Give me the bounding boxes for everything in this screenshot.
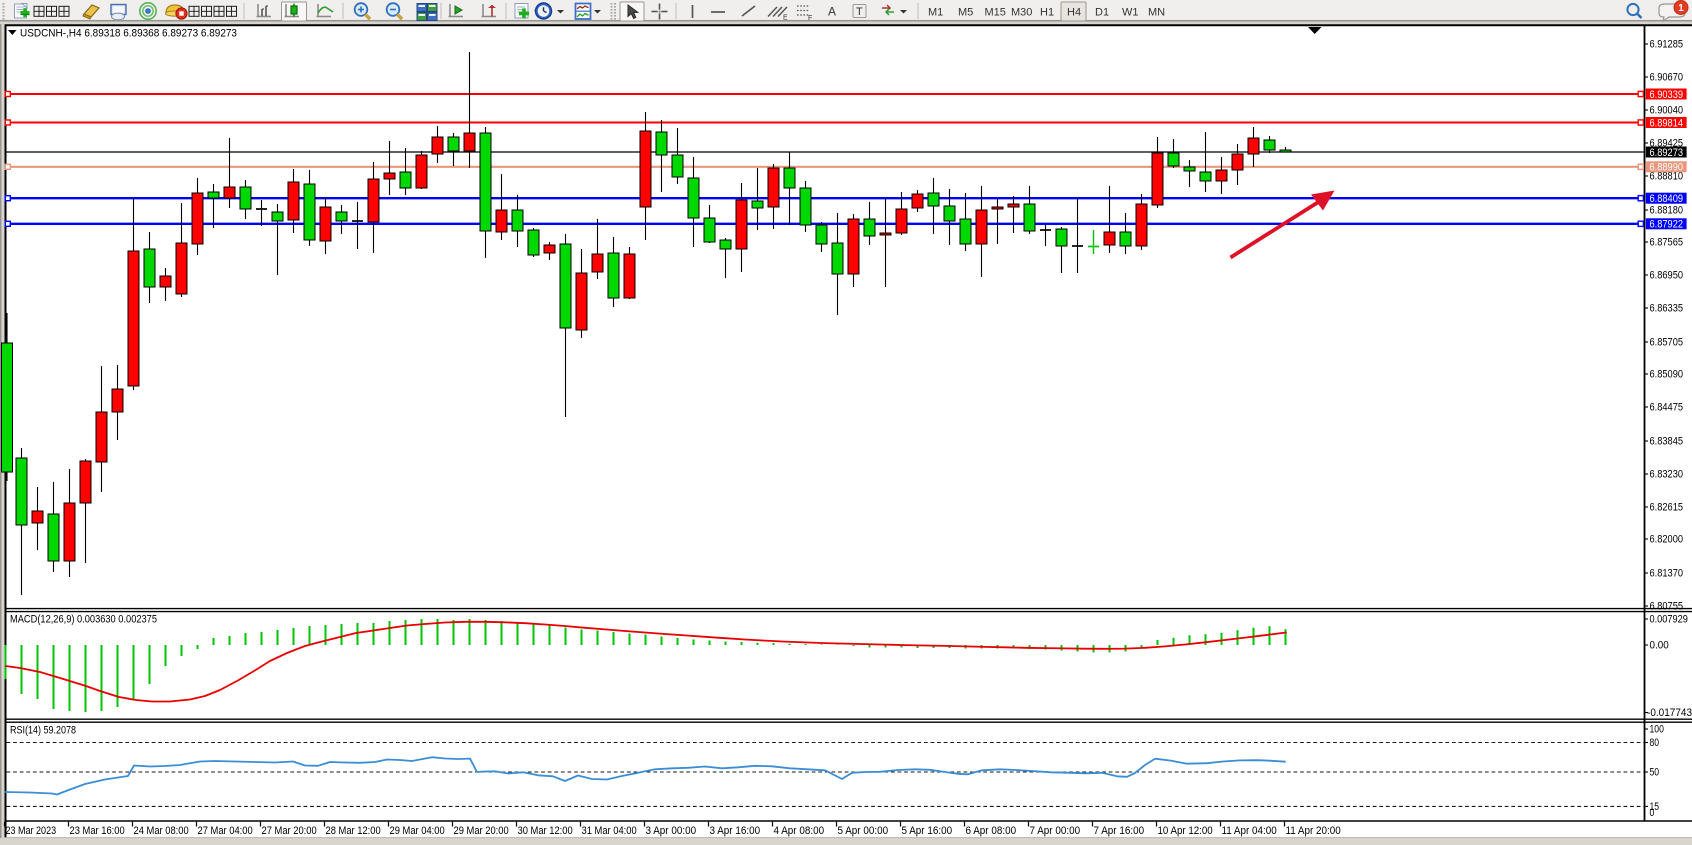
svg-text:30 Mar 12:00: 30 Mar 12:00	[518, 825, 573, 837]
svg-text:5 Apr 16:00: 5 Apr 16:00	[902, 825, 953, 837]
svg-text:6.86950: 6.86950	[1650, 270, 1684, 282]
svg-text:6.89814: 6.89814	[1650, 117, 1684, 129]
svg-text:6.81370: 6.81370	[1650, 568, 1684, 580]
svg-text:29 Mar 20:00: 29 Mar 20:00	[454, 825, 509, 837]
svg-text:5 Apr 00:00: 5 Apr 00:00	[838, 825, 889, 837]
svg-text:6.85090: 6.85090	[1650, 369, 1684, 381]
svg-text:6 Apr 08:00: 6 Apr 08:00	[966, 825, 1017, 837]
svg-text:MACD(12,26,9) 0.003630 0.00237: MACD(12,26,9) 0.003630 0.002375	[10, 614, 157, 626]
svg-text:80: 80	[1650, 737, 1660, 749]
svg-text:6.82000: 6.82000	[1650, 534, 1684, 546]
svg-text:MN: MN	[1148, 7, 1165, 19]
svg-text:D1: D1	[1095, 7, 1109, 19]
svg-text:6.88990: 6.88990	[1650, 162, 1684, 174]
svg-text:6.88409: 6.88409	[1650, 193, 1684, 205]
svg-text:6.87565: 6.87565	[1650, 237, 1684, 249]
svg-text:6.91285: 6.91285	[1650, 39, 1684, 51]
svg-text:31 Mar 04:00: 31 Mar 04:00	[582, 825, 637, 837]
svg-text:6.82615: 6.82615	[1650, 502, 1684, 514]
svg-text:-0.017743: -0.017743	[1647, 707, 1692, 719]
svg-text:E: E	[783, 15, 788, 22]
svg-text:3 Apr 00:00: 3 Apr 00:00	[646, 825, 697, 837]
svg-text:11 Apr 04:00: 11 Apr 04:00	[1222, 825, 1277, 837]
svg-text:3 Apr 16:00: 3 Apr 16:00	[710, 825, 761, 837]
svg-text:M1: M1	[928, 7, 943, 19]
svg-text:W1: W1	[1122, 7, 1139, 19]
svg-text:4 Apr 08:00: 4 Apr 08:00	[774, 825, 825, 837]
svg-text:H1: H1	[1040, 7, 1054, 19]
svg-text:6.88810: 6.88810	[1650, 171, 1684, 183]
svg-text:T: T	[856, 6, 863, 18]
svg-text:28 Mar 12:00: 28 Mar 12:00	[326, 825, 381, 837]
svg-text:6.86335: 6.86335	[1650, 303, 1684, 315]
svg-text:24 Mar 08:00: 24 Mar 08:00	[134, 825, 189, 837]
svg-text:6.90040: 6.90040	[1650, 105, 1684, 117]
svg-text:6.83230: 6.83230	[1650, 469, 1684, 481]
svg-text:23 Mar 16:00: 23 Mar 16:00	[70, 825, 125, 837]
svg-text:100: 100	[1650, 724, 1664, 736]
svg-text:0.00: 0.00	[1650, 640, 1669, 652]
svg-text:0.007929: 0.007929	[1650, 614, 1688, 626]
svg-text:11 Apr 20:00: 11 Apr 20:00	[1286, 825, 1341, 837]
svg-text:M5: M5	[958, 7, 973, 19]
svg-text:7 Apr 16:00: 7 Apr 16:00	[1094, 825, 1145, 837]
svg-text:50: 50	[1650, 767, 1660, 779]
svg-text:6.85705: 6.85705	[1650, 337, 1684, 349]
svg-text:6.90670: 6.90670	[1650, 72, 1684, 84]
svg-text:23 Mar 2023: 23 Mar 2023	[6, 825, 57, 837]
svg-text:USDCNH-,H4 6.89318 6.89368 6.: USDCNH-,H4 6.89318 6.89368 6.89273 6.892…	[20, 28, 237, 40]
svg-text:RSI(14) 59.2078: RSI(14) 59.2078	[10, 725, 76, 737]
svg-text:6.83845: 6.83845	[1650, 436, 1684, 448]
svg-text:M30: M30	[1011, 7, 1032, 19]
svg-text:6.84475: 6.84475	[1650, 402, 1684, 414]
svg-text:6.88180: 6.88180	[1650, 205, 1684, 217]
svg-text:H4: H4	[1067, 7, 1081, 19]
svg-text:6.80755: 6.80755	[1650, 601, 1684, 613]
svg-text:6.87922: 6.87922	[1650, 219, 1684, 231]
svg-text:F: F	[808, 15, 812, 22]
svg-text:27 Mar 04:00: 27 Mar 04:00	[198, 825, 253, 837]
svg-text:1: 1	[1678, 3, 1684, 14]
svg-text:0: 0	[1650, 807, 1655, 819]
svg-text:6.90339: 6.90339	[1650, 89, 1684, 101]
svg-text:6.89273: 6.89273	[1650, 147, 1684, 159]
svg-text:27 Mar 20:00: 27 Mar 20:00	[262, 825, 317, 837]
svg-text:A: A	[828, 5, 836, 19]
svg-text:M15: M15	[985, 7, 1006, 19]
svg-text:29 Mar 04:00: 29 Mar 04:00	[390, 825, 445, 837]
svg-text:10 Apr 12:00: 10 Apr 12:00	[1158, 825, 1213, 837]
svg-text:7 Apr 00:00: 7 Apr 00:00	[1030, 825, 1081, 837]
svg-text:15: 15	[1650, 801, 1660, 813]
